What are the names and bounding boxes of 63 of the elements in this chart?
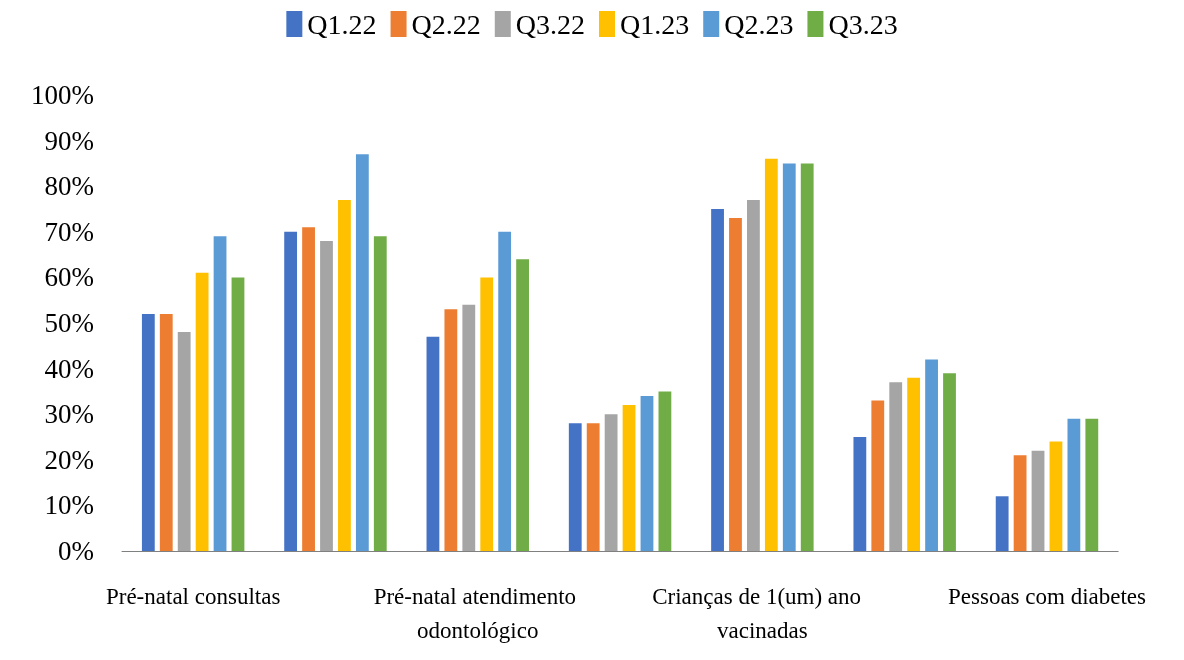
bar — [284, 231, 298, 551]
bar — [373, 236, 387, 551]
y-tick-label: 50% — [44, 308, 94, 338]
bar — [729, 218, 742, 551]
bar — [498, 231, 512, 551]
bar — [658, 391, 672, 551]
legend-label: Q3.22 — [515, 8, 586, 40]
bar — [444, 309, 458, 551]
bar — [853, 437, 867, 551]
bar — [604, 414, 618, 551]
bar — [586, 423, 600, 551]
bar — [320, 240, 333, 551]
x-tick-label: Pré-natal atendimento odontológico — [373, 583, 582, 643]
bar — [747, 199, 760, 551]
bar — [231, 277, 245, 551]
bar — [355, 154, 369, 551]
bar — [516, 259, 529, 551]
bar — [213, 236, 227, 551]
bar — [925, 359, 938, 551]
y-tick-label: 70% — [44, 216, 94, 247]
bar — [426, 336, 440, 551]
bar — [177, 332, 191, 551]
bar — [871, 400, 885, 551]
legend-label: Q1.23 — [620, 8, 690, 40]
bar — [480, 277, 494, 551]
bar — [782, 163, 796, 551]
bar — [302, 227, 315, 551]
bar — [141, 313, 155, 551]
bar — [711, 209, 724, 551]
bar — [159, 313, 173, 551]
y-tick-label: 100% — [31, 80, 94, 110]
legend-label: Q1.22 — [307, 8, 377, 40]
x-tick-label: Pré-natal consultas — [105, 583, 281, 609]
y-tick-label: 0% — [58, 536, 94, 566]
y-tick-label: 90% — [44, 125, 94, 156]
legend-label: Q2.22 — [411, 8, 481, 40]
bar — [622, 405, 636, 551]
y-tick-label: 30% — [44, 399, 94, 430]
bar — [462, 304, 476, 551]
bar — [764, 158, 778, 551]
x-tick-label: Pessoas com diabetes — [947, 583, 1147, 609]
legend-label: Q2.23 — [724, 8, 794, 40]
bar — [568, 423, 582, 551]
bar — [640, 395, 654, 551]
bar — [338, 199, 351, 551]
bar — [1085, 418, 1099, 551]
y-tick-label: 60% — [44, 262, 94, 293]
bar — [1067, 418, 1081, 551]
bar — [800, 163, 814, 551]
bar — [995, 496, 1009, 551]
bar — [1031, 450, 1045, 551]
bar — [1013, 455, 1027, 551]
bar — [889, 382, 903, 551]
bar — [907, 377, 921, 551]
bar — [195, 272, 209, 551]
bar — [943, 373, 956, 551]
bar — [1049, 441, 1063, 551]
y-tick-label: 20% — [44, 444, 94, 475]
x-tick-label: Crianças de 1(um) ano vacinadas — [652, 583, 873, 643]
y-tick-label: 40% — [44, 353, 94, 384]
y-tick-label: 10% — [44, 490, 94, 521]
legend-label: Q3.23 — [828, 8, 898, 40]
y-tick-label: 80% — [44, 171, 94, 202]
